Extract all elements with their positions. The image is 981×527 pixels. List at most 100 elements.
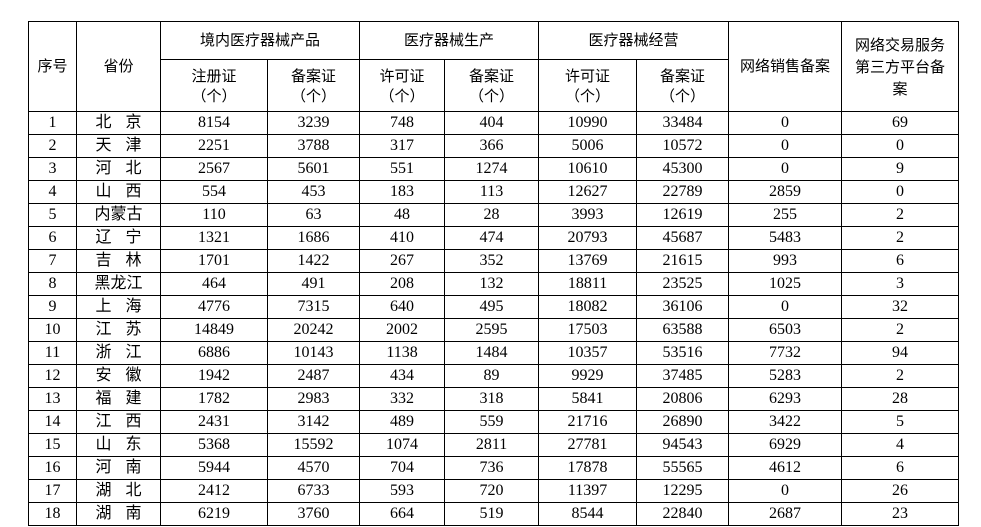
cell-index: 17 (28, 479, 77, 503)
province-label: 内蒙古 (94, 206, 143, 223)
table-body: 1 北京 8154 3239 748 404 10990 33484 0 69 2 天津 2251 378… (28, 111, 960, 526)
cell-online-sales: 6929 (728, 433, 843, 457)
cell-prod-rec: 495 (444, 295, 540, 319)
header-platform-line-3: 案 (892, 79, 908, 98)
province-label: 上海 (95, 298, 156, 315)
cell-prod-lic: 704 (359, 456, 446, 480)
header-sub-name-1: 备案证 (291, 66, 337, 85)
cell-biz-rec: 20806 (636, 387, 730, 411)
province-label: 河北 (95, 160, 156, 177)
cell-biz-lic: 10357 (538, 341, 638, 365)
cell-biz-rec: 21615 (636, 249, 730, 273)
cell-prod-rec: 2811 (444, 433, 540, 457)
cell-index: 7 (28, 249, 77, 273)
cell-province: 辽宁 (76, 226, 161, 250)
cell-platform: 69 (841, 111, 960, 135)
header-sub-distribution-license: 许可证 （个） (538, 59, 638, 112)
cell-prod-rec: 736 (444, 456, 540, 480)
table-row: 2 天津 2251 3788 317 366 5006 10572 0 0 (28, 134, 960, 158)
cell-online-sales: 993 (728, 249, 843, 273)
table-row: 12 安徽 1942 2487 434 89 9929 37485 5283 2 (28, 364, 960, 388)
cell-product-reg: 6219 (160, 502, 268, 526)
header-sub-distribution-filing: 备案证 （个） (636, 59, 730, 112)
province-label: 河南 (95, 459, 156, 476)
cell-prod-lic: 317 (359, 134, 446, 158)
statistics-table-container: 序号 省份 境内医疗器械产品 医疗器械生产 医疗器械经营 网络销售备案 网络交易… (28, 21, 960, 526)
cell-prod-rec: 132 (444, 272, 540, 296)
header-sub-name-2: 许可证 (379, 66, 425, 85)
province-label: 黑龙江 (94, 275, 143, 292)
province-label: 江西 (95, 413, 156, 430)
table-row: 11 浙江 6886 10143 1138 1484 10357 53516 7732 94 (28, 341, 960, 365)
cell-biz-lic: 10990 (538, 111, 638, 135)
cell-product-rec: 5601 (266, 157, 361, 181)
cell-prod-lic: 48 (359, 203, 446, 227)
header-group-domestic-products: 境内医疗器械产品 (159, 21, 361, 60)
cell-product-reg: 4776 (160, 295, 268, 319)
cell-biz-lic: 9929 (538, 364, 638, 388)
cell-online-sales: 4612 (728, 456, 843, 480)
cell-platform: 94 (841, 341, 960, 365)
cell-index: 13 (28, 387, 77, 411)
cell-prod-rec: 519 (444, 502, 540, 526)
cell-product-reg: 110 (160, 203, 268, 227)
header-sub-unit-2: （个） (379, 86, 425, 105)
cell-prod-lic: 593 (359, 479, 446, 503)
cell-prod-lic: 332 (359, 387, 446, 411)
cell-biz-rec: 94543 (636, 433, 730, 457)
table-row: 18 湖南 6219 3760 664 519 8544 22840 2687 23 (28, 502, 960, 526)
header-sub-unit-1: （个） (291, 86, 337, 105)
cell-province: 浙江 (76, 341, 161, 365)
province-label: 安徽 (95, 367, 156, 384)
table-row: 13 福建 1782 2983 332 318 5841 20806 6293 28 (28, 387, 960, 411)
province-label: 山东 (95, 436, 156, 453)
table-row: 1 北京 8154 3239 748 404 10990 33484 0 69 (28, 111, 960, 135)
cell-product-reg: 1701 (160, 249, 268, 273)
cell-biz-rec: 36106 (636, 295, 730, 319)
province-label: 福建 (95, 390, 156, 407)
cell-product-reg: 464 (160, 272, 268, 296)
cell-prod-rec: 1274 (444, 157, 540, 181)
cell-online-sales: 0 (728, 479, 843, 503)
header-province: 省份 (76, 21, 161, 112)
header-sub-unit-5: （个） (660, 86, 706, 105)
cell-biz-lic: 17503 (538, 318, 638, 342)
cell-province: 河北 (76, 157, 161, 181)
cell-product-rec: 7315 (266, 295, 361, 319)
cell-biz-rec: 12619 (636, 203, 730, 227)
cell-prod-rec: 474 (444, 226, 540, 250)
cell-online-sales: 255 (728, 203, 843, 227)
cell-product-reg: 8154 (160, 111, 268, 135)
header-sub-name-4: 许可证 (565, 66, 611, 85)
cell-online-sales: 0 (728, 295, 843, 319)
cell-product-reg: 1782 (160, 387, 268, 411)
cell-prod-lic: 748 (359, 111, 446, 135)
cell-biz-rec: 45687 (636, 226, 730, 250)
cell-province: 黑龙江 (76, 272, 161, 296)
cell-platform: 6 (841, 249, 960, 273)
cell-online-sales: 6503 (728, 318, 843, 342)
cell-province: 湖北 (76, 479, 161, 503)
cell-prod-lic: 640 (359, 295, 446, 319)
header-sub-name-0: 注册证 (191, 66, 237, 85)
cell-online-sales: 3422 (728, 410, 843, 434)
cell-prod-rec: 89 (444, 364, 540, 388)
cell-biz-lic: 5841 (538, 387, 638, 411)
cell-platform: 2 (841, 364, 960, 388)
cell-biz-rec: 26890 (636, 410, 730, 434)
cell-product-rec: 20242 (266, 318, 361, 342)
cell-index: 4 (28, 180, 77, 204)
cell-biz-lic: 13769 (538, 249, 638, 273)
cell-biz-lic: 5006 (538, 134, 638, 158)
cell-province: 福建 (76, 387, 161, 411)
province-label: 天津 (95, 137, 156, 154)
province-label: 湖南 (95, 505, 156, 522)
cell-online-sales: 1025 (728, 272, 843, 296)
cell-prod-lic: 551 (359, 157, 446, 181)
cell-prod-lic: 208 (359, 272, 446, 296)
table-row: 4 山西 554 453 183 113 12627 22789 2859 0 (28, 180, 960, 204)
cell-platform: 2 (841, 226, 960, 250)
table-row: 8 黑龙江 464 491 208 132 18811 23525 1025 3 (28, 272, 960, 296)
header-sub-product-filing: 备案证 （个） (266, 59, 361, 112)
table-row: 9 上海 4776 7315 640 495 18082 36106 0 32 (28, 295, 960, 319)
